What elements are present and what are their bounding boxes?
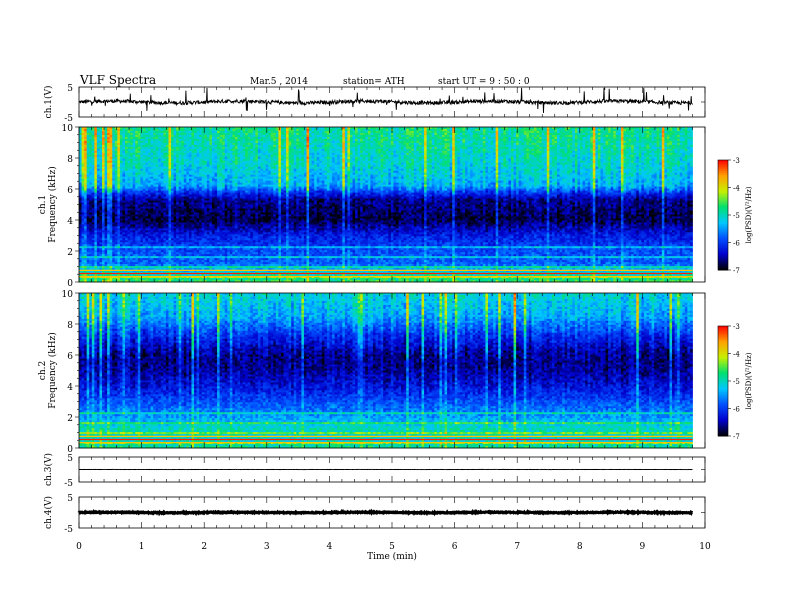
y-tick-label: -5 <box>64 114 73 124</box>
y-tick-label: 5 <box>67 84 73 94</box>
waveform-trace <box>79 88 693 113</box>
ch1-waveform-panel: 5 -5 ch.1(V) <box>43 84 705 124</box>
y-axis-label: ch.1(V) <box>43 86 54 119</box>
spectrogram-cells <box>79 127 693 282</box>
